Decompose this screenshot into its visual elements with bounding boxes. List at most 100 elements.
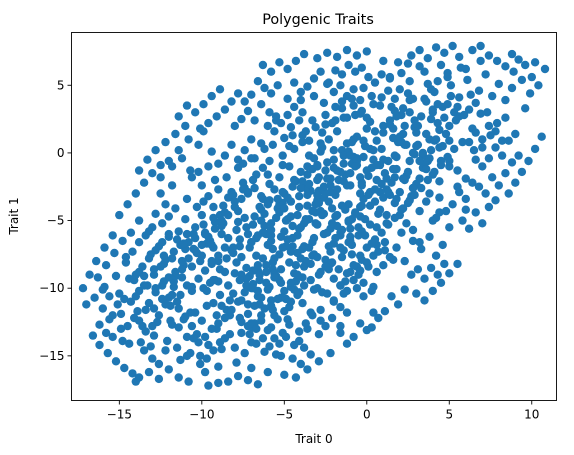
scatter-point [224, 377, 233, 386]
scatter-point [243, 376, 253, 385]
scatter-point [111, 357, 121, 366]
scatter-point [476, 109, 485, 118]
scatter-point [327, 219, 337, 228]
scatter-point [433, 100, 442, 109]
scatter-point [374, 313, 383, 323]
scatter-point [209, 298, 218, 308]
scatter-point [182, 332, 192, 342]
scatter-point [316, 147, 325, 156]
scatter-point [101, 328, 111, 338]
scatter-point [110, 248, 119, 258]
scatter-point [283, 64, 292, 74]
scatter-point [393, 300, 403, 309]
scatter-point [250, 183, 259, 193]
scatter-point [440, 259, 449, 269]
scatter-point [337, 97, 347, 106]
scatter-point [431, 43, 441, 52]
scatter-point [501, 95, 510, 105]
scatter-point [214, 159, 223, 168]
scatter-point [362, 166, 371, 175]
scatter-point [334, 265, 343, 274]
scatter-point [187, 173, 197, 182]
scatter-point [247, 90, 256, 99]
scatter-point [327, 204, 337, 213]
scatter-point [492, 56, 502, 66]
scatter-point [370, 78, 380, 87]
scatter-point [296, 87, 305, 97]
scatter-point [308, 116, 317, 125]
scatter-point [191, 308, 200, 317]
scatter-point [283, 193, 292, 202]
scatter-point [133, 307, 142, 316]
scatter-point [257, 192, 266, 201]
scatter-point [397, 205, 406, 214]
scatter-point [474, 86, 484, 95]
scatter-point [275, 173, 284, 182]
scatter-point [380, 307, 390, 316]
scatter-point [265, 156, 274, 166]
scatter-point [296, 183, 305, 193]
scatter-point [356, 95, 365, 105]
scatter-point [257, 139, 266, 148]
scatter-point [101, 261, 111, 270]
scatter-point [262, 261, 271, 270]
scatter-point [177, 273, 187, 282]
scatter-point [405, 156, 414, 166]
scatter-point [504, 189, 513, 198]
scatter-point [184, 377, 193, 386]
scatter-point [420, 296, 429, 305]
scatter-point [197, 181, 206, 190]
scatter-point [370, 127, 380, 136]
scatter-point [392, 194, 401, 204]
scatter-point [123, 200, 132, 209]
scatter-point [134, 166, 144, 175]
scatter-point [497, 151, 507, 160]
scatter-point [271, 112, 281, 121]
scatter-point [230, 121, 239, 131]
scatter-point [491, 143, 500, 152]
scatter-point [514, 55, 523, 64]
scatter-point [92, 256, 101, 266]
scatter-point [379, 121, 388, 131]
scatter-point [380, 238, 390, 247]
x-tick-label: −15 [107, 408, 132, 422]
scatter-point [105, 292, 114, 301]
scatter-point [435, 193, 444, 202]
scatter-point [164, 273, 173, 282]
scatter-point [478, 143, 487, 152]
scatter-point [240, 348, 249, 358]
scatter-point [445, 136, 454, 145]
scatter-point [318, 128, 327, 137]
scatter-point [273, 194, 282, 204]
scatter-point [458, 137, 467, 147]
scatter-point [407, 270, 416, 279]
scatter-point [219, 201, 228, 210]
scatter-point [420, 94, 429, 104]
scatter-point [156, 173, 165, 182]
scatter-point [359, 278, 368, 287]
scatter-point [484, 121, 494, 131]
scatter-point [359, 83, 368, 93]
scatter-point [257, 100, 266, 109]
scatter-point [125, 339, 134, 348]
scatter-point [540, 64, 550, 74]
scatter-point [446, 81, 456, 90]
scatter-point [323, 228, 332, 237]
scatter-point [248, 284, 258, 293]
scatter-point [138, 262, 147, 271]
scatter-point [537, 132, 546, 141]
x-axis-label: Trait 0 [294, 432, 332, 446]
scatter-point [263, 121, 272, 131]
scatter-point [204, 340, 213, 350]
scatter-point [139, 281, 149, 290]
scatter-point [250, 116, 259, 125]
scatter-point [220, 105, 230, 114]
scatter-point [265, 108, 274, 117]
scatter-point [484, 154, 494, 163]
scatter-point [207, 240, 216, 250]
scatter-point [342, 308, 352, 317]
scatter-point [379, 261, 388, 270]
scatter-point [492, 118, 502, 128]
scatter-point [395, 132, 404, 141]
scatter-point [410, 190, 419, 200]
